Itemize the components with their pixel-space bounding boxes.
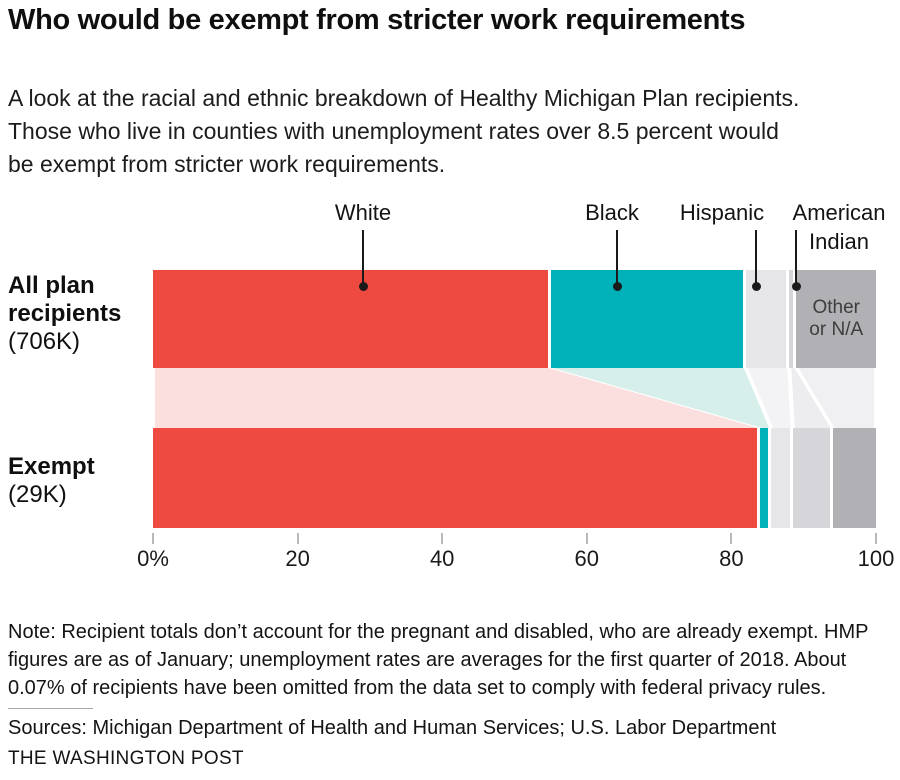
axis-tick-label: 20 — [285, 546, 310, 571]
bar-label-exempt: Exempt (29K) — [8, 453, 154, 509]
flow-american-indian — [791, 368, 831, 428]
leader-dot — [751, 281, 761, 291]
axis-tick-label: 40 — [429, 546, 455, 571]
category-label-american-indian: American Indian — [793, 198, 886, 256]
leader-line — [362, 230, 364, 286]
bar-segment-american-indian — [792, 428, 830, 528]
axis-tick — [875, 533, 877, 544]
bar-label-name: All plan recipients — [8, 272, 122, 327]
bar-segment-white — [153, 270, 548, 368]
page-title: Who would be exempt from stricter work r… — [8, 4, 746, 36]
footnote: Note: Recipient totals don’t account for… — [8, 621, 869, 699]
axis-tick-label: 60 — [574, 546, 600, 571]
other-na-label-line: or N/A — [809, 319, 864, 340]
flow-hispanic — [747, 368, 791, 428]
leader-dot — [612, 281, 622, 291]
chart-subtitle: A look at the racial and ethnic breakdow… — [8, 85, 800, 177]
leader-line — [795, 230, 797, 286]
bar-label-all-plan-recipients: All plan recipients (706K) — [8, 272, 154, 356]
bar-segment-white — [153, 428, 758, 528]
axis-tick — [152, 533, 154, 544]
flow-other-or-n-a — [798, 368, 874, 428]
category-label-hispanic: Hispanic — [679, 200, 765, 225]
axis-tick — [730, 533, 733, 544]
bar-segment-hispanic — [771, 428, 790, 528]
axis-tick-label: 0% — [137, 546, 169, 571]
bar-segment-black — [760, 428, 769, 528]
bar-segment-other-or-n-a: Other or N/A — [796, 270, 876, 368]
flow-band — [155, 368, 874, 428]
flow-white — [155, 368, 759, 428]
footer-divider — [8, 708, 93, 709]
other-na-label-line: Other — [812, 297, 860, 318]
leader-dot — [791, 281, 801, 291]
bar-segment-american-indian — [789, 270, 794, 368]
leader-dot — [358, 281, 368, 291]
category-label-line: Indian — [809, 229, 869, 254]
leader-line — [755, 230, 757, 286]
bar-label-total: (29K) — [8, 481, 67, 508]
other-na-segment-label: Other or N/A — [796, 270, 876, 368]
leader-line — [616, 230, 618, 286]
axis-tick — [585, 533, 588, 544]
bar-segment-other-or-n-a — [832, 428, 876, 528]
axis-tick-label: 100 — [857, 546, 895, 571]
bar-segment-black — [550, 270, 743, 368]
category-label-black: Black — [585, 200, 639, 225]
axis-tick — [296, 533, 299, 544]
flow-black — [552, 368, 770, 428]
axis-tick — [441, 533, 444, 544]
category-label-line: American — [792, 200, 886, 225]
axis-tick-label: 80 — [719, 546, 744, 571]
sources-line: Sources: Michigan Department of Health a… — [8, 717, 777, 739]
bar-label-total: (706K) — [8, 328, 81, 355]
bar-label-name: Exempt — [8, 453, 95, 480]
category-label-white: White — [334, 200, 392, 225]
publisher-credit: THE WASHINGTON POST — [8, 748, 244, 769]
